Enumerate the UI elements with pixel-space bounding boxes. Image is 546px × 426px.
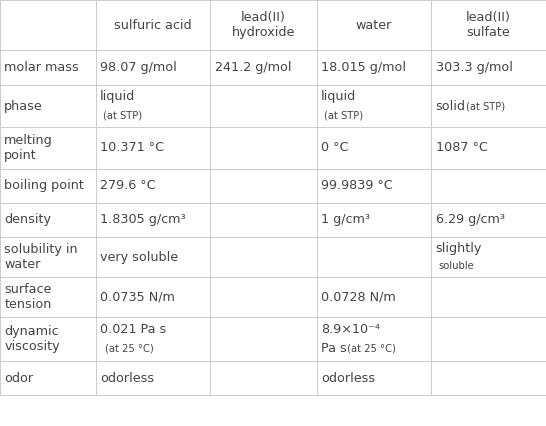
Text: density: density xyxy=(4,213,51,226)
Text: 98.07 g/mol: 98.07 g/mol xyxy=(100,61,177,74)
Text: slightly: slightly xyxy=(436,242,482,255)
Text: liquid: liquid xyxy=(100,90,135,104)
Text: 0.021 Pa s: 0.021 Pa s xyxy=(100,322,166,336)
Text: 0.0735 N/m: 0.0735 N/m xyxy=(100,291,175,303)
Text: (at STP): (at STP) xyxy=(103,110,142,120)
Text: surface
tension: surface tension xyxy=(4,283,52,311)
Text: odorless: odorless xyxy=(100,372,154,385)
Text: 99.9839 °C: 99.9839 °C xyxy=(321,179,393,192)
Text: 0.0728 N/m: 0.0728 N/m xyxy=(321,291,396,303)
Text: solid: solid xyxy=(436,100,466,112)
Text: 18.015 g/mol: 18.015 g/mol xyxy=(321,61,406,74)
Text: 1 g/cm³: 1 g/cm³ xyxy=(321,213,370,226)
Text: sulfuric acid: sulfuric acid xyxy=(114,19,192,32)
Text: 1087 °C: 1087 °C xyxy=(436,141,488,154)
Text: molar mass: molar mass xyxy=(4,61,79,74)
Text: liquid: liquid xyxy=(321,90,357,104)
Text: dynamic
viscosity: dynamic viscosity xyxy=(4,325,60,353)
Text: soluble: soluble xyxy=(438,261,474,271)
Text: 303.3 g/mol: 303.3 g/mol xyxy=(436,61,513,74)
Text: odorless: odorless xyxy=(321,372,375,385)
Text: melting
point: melting point xyxy=(4,134,53,162)
Text: 6.29 g/cm³: 6.29 g/cm³ xyxy=(436,213,505,226)
Text: very soluble: very soluble xyxy=(100,250,178,264)
Text: water: water xyxy=(356,19,392,32)
Text: (at 25 °C): (at 25 °C) xyxy=(344,344,396,354)
Text: solubility in
water: solubility in water xyxy=(4,243,78,271)
Text: 8.9×10⁻⁴: 8.9×10⁻⁴ xyxy=(321,322,380,336)
Text: lead(II)
hydroxide: lead(II) hydroxide xyxy=(232,11,295,39)
Text: phase: phase xyxy=(4,100,43,112)
Text: 241.2 g/mol: 241.2 g/mol xyxy=(215,61,291,74)
Text: (at STP): (at STP) xyxy=(324,110,363,120)
Text: 0 °C: 0 °C xyxy=(321,141,348,154)
Text: lead(II)
sulfate: lead(II) sulfate xyxy=(466,11,511,39)
Text: boiling point: boiling point xyxy=(4,179,84,192)
Text: odor: odor xyxy=(4,372,33,385)
Text: 10.371 °C: 10.371 °C xyxy=(100,141,164,154)
Text: (at STP): (at STP) xyxy=(466,101,505,111)
Text: 279.6 °C: 279.6 °C xyxy=(100,179,156,192)
Text: (at 25 °C): (at 25 °C) xyxy=(105,344,154,354)
Text: Pa s: Pa s xyxy=(321,342,347,355)
Text: 1.8305 g/cm³: 1.8305 g/cm³ xyxy=(100,213,186,226)
